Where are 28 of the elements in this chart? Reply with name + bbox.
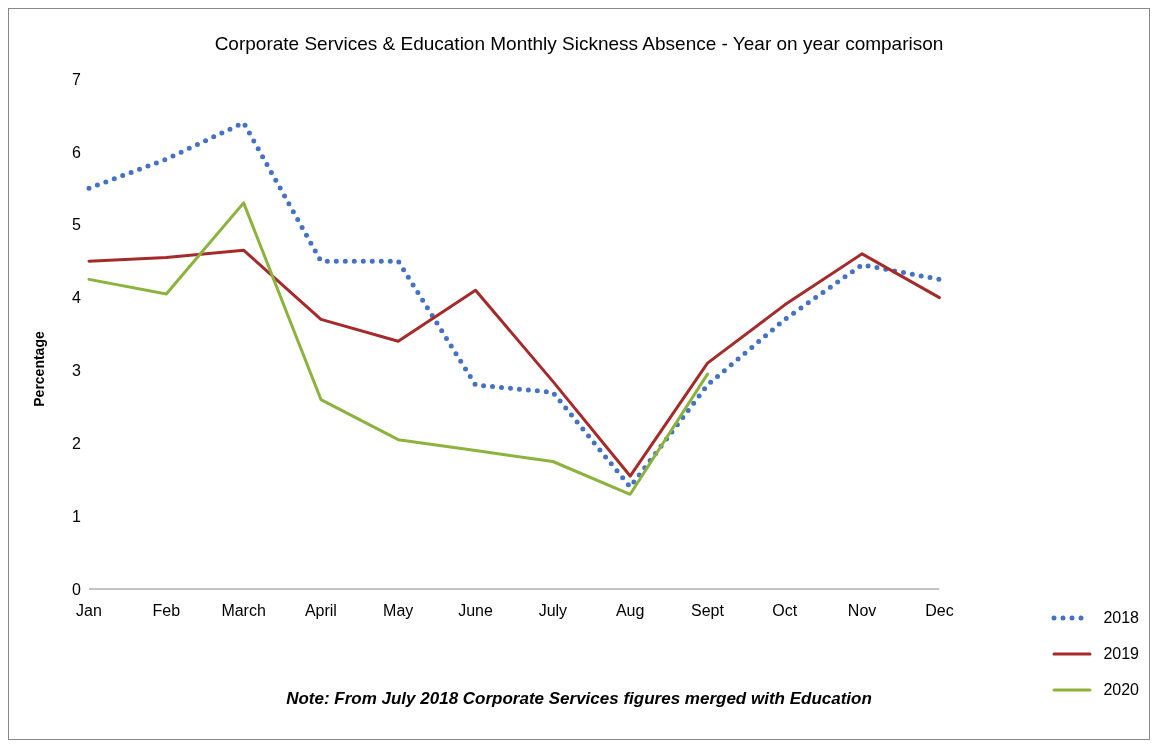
x-tick-label: Feb [152, 602, 181, 620]
legend-label: 2018 [1103, 609, 1139, 627]
y-tick-label: 7 [72, 70, 82, 88]
legend-label: 2020 [1103, 681, 1139, 699]
x-tick-label: Aug [615, 602, 645, 620]
y-tick-label: 5 [72, 216, 82, 234]
y-tick-label: 0 [72, 580, 82, 598]
x-tick-label: June [458, 602, 493, 620]
x-tick-label: March [221, 602, 266, 620]
legend-label: 2019 [1103, 645, 1139, 663]
line-series [87, 201, 709, 496]
x-tick-label: Dec [925, 602, 954, 620]
line-series [87, 248, 941, 478]
chart-title: Corporate Services & Education Monthly Sickness Absence - Year on year comparison [213, 33, 945, 55]
text: Note: From July 2018 Corporate Services figures merged with Education [286, 689, 872, 708]
x-tick-label: April [304, 602, 337, 620]
x-tick-label: Jan [76, 602, 102, 620]
y-tick-label: 3 [72, 362, 82, 380]
x-tick-label: Oct [772, 602, 798, 620]
y-axis-title: Percentage [31, 331, 47, 407]
x-tick-label: Sept [691, 602, 725, 620]
y-tick-label: 1 [72, 507, 82, 525]
y-tick-label: 6 [72, 143, 82, 161]
x-tick-label: July [538, 602, 568, 620]
y-tick-label: 2 [72, 434, 82, 452]
x-tick-label: Nov [847, 602, 877, 620]
x-tick-label: May [383, 602, 414, 620]
y-tick-label: 4 [72, 289, 82, 307]
